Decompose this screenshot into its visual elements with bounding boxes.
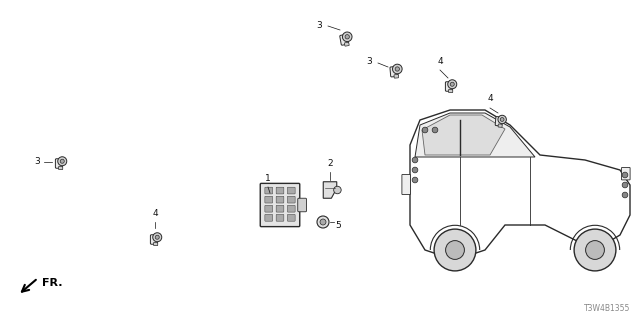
Text: 3: 3 bbox=[366, 58, 372, 67]
FancyBboxPatch shape bbox=[498, 124, 502, 127]
FancyBboxPatch shape bbox=[276, 196, 284, 203]
Text: 4: 4 bbox=[487, 94, 493, 103]
Circle shape bbox=[622, 192, 628, 198]
Circle shape bbox=[392, 64, 402, 74]
Circle shape bbox=[622, 172, 628, 178]
FancyBboxPatch shape bbox=[621, 167, 630, 180]
Text: 2: 2 bbox=[327, 159, 333, 168]
FancyBboxPatch shape bbox=[287, 205, 295, 212]
Circle shape bbox=[445, 241, 465, 260]
FancyBboxPatch shape bbox=[265, 187, 273, 194]
FancyBboxPatch shape bbox=[276, 205, 284, 212]
FancyBboxPatch shape bbox=[276, 187, 284, 194]
Circle shape bbox=[395, 67, 399, 71]
Circle shape bbox=[320, 219, 326, 225]
Circle shape bbox=[156, 235, 159, 239]
Text: T3W4B1355: T3W4B1355 bbox=[584, 304, 630, 313]
FancyBboxPatch shape bbox=[445, 82, 452, 91]
Text: 3: 3 bbox=[35, 157, 40, 166]
FancyBboxPatch shape bbox=[265, 205, 273, 212]
FancyBboxPatch shape bbox=[298, 198, 307, 212]
FancyBboxPatch shape bbox=[390, 67, 398, 77]
Text: 5: 5 bbox=[335, 220, 340, 229]
FancyBboxPatch shape bbox=[340, 34, 348, 45]
Circle shape bbox=[412, 167, 418, 173]
Circle shape bbox=[450, 82, 454, 86]
Circle shape bbox=[448, 80, 457, 89]
FancyBboxPatch shape bbox=[402, 174, 410, 195]
Circle shape bbox=[345, 35, 349, 39]
Text: 4: 4 bbox=[152, 209, 158, 218]
FancyBboxPatch shape bbox=[287, 214, 295, 221]
Text: 3: 3 bbox=[316, 20, 322, 29]
Circle shape bbox=[622, 182, 628, 188]
Text: 1: 1 bbox=[265, 174, 271, 183]
FancyBboxPatch shape bbox=[265, 214, 273, 221]
FancyBboxPatch shape bbox=[344, 42, 349, 46]
Circle shape bbox=[586, 241, 604, 260]
Circle shape bbox=[434, 229, 476, 271]
FancyBboxPatch shape bbox=[154, 242, 157, 246]
FancyBboxPatch shape bbox=[260, 183, 300, 227]
FancyBboxPatch shape bbox=[276, 214, 284, 221]
Circle shape bbox=[60, 159, 64, 163]
FancyBboxPatch shape bbox=[56, 159, 62, 168]
Circle shape bbox=[498, 115, 506, 124]
Polygon shape bbox=[410, 110, 630, 260]
Circle shape bbox=[153, 233, 162, 242]
Circle shape bbox=[574, 229, 616, 271]
Polygon shape bbox=[415, 113, 535, 157]
FancyBboxPatch shape bbox=[449, 89, 452, 92]
Circle shape bbox=[422, 127, 428, 133]
Circle shape bbox=[317, 216, 329, 228]
FancyBboxPatch shape bbox=[495, 116, 502, 126]
Circle shape bbox=[342, 32, 352, 42]
Circle shape bbox=[500, 117, 504, 121]
FancyBboxPatch shape bbox=[287, 196, 295, 203]
Polygon shape bbox=[323, 182, 337, 198]
FancyBboxPatch shape bbox=[265, 196, 273, 203]
Circle shape bbox=[412, 157, 418, 163]
Circle shape bbox=[432, 127, 438, 133]
Text: FR.: FR. bbox=[42, 278, 63, 288]
Circle shape bbox=[58, 157, 67, 166]
FancyBboxPatch shape bbox=[394, 75, 399, 78]
Circle shape bbox=[412, 177, 418, 183]
FancyBboxPatch shape bbox=[287, 187, 295, 194]
FancyBboxPatch shape bbox=[150, 235, 157, 244]
Polygon shape bbox=[422, 115, 505, 155]
Text: 4: 4 bbox=[437, 57, 443, 66]
Circle shape bbox=[333, 186, 341, 194]
FancyBboxPatch shape bbox=[59, 166, 63, 170]
